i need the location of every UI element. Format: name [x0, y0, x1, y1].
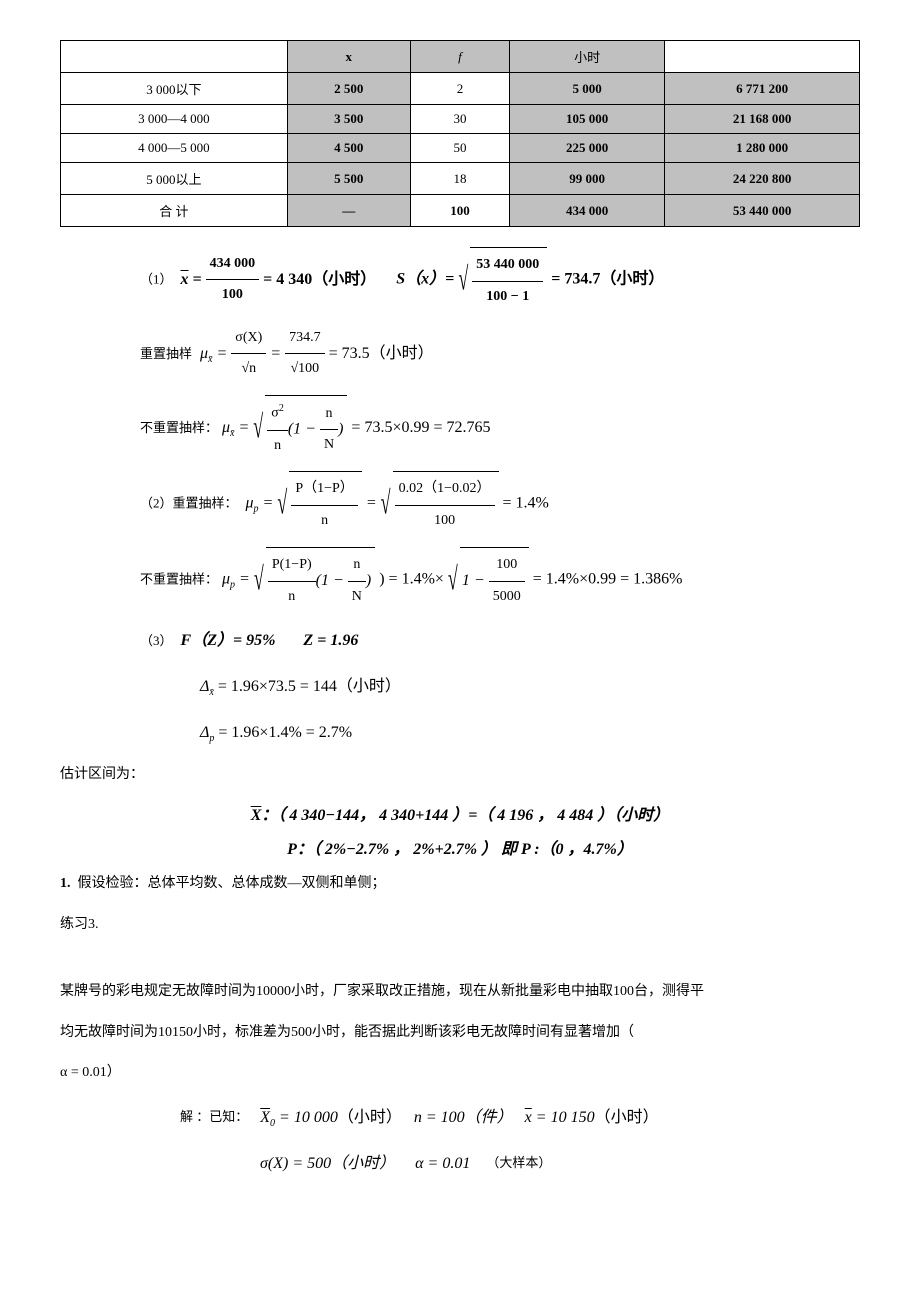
- solution-line-1: 解 ：已知： X0 = 10 000（小时） n = 100（件） x = 10…: [60, 1099, 860, 1135]
- formula-8: Δp = 1.96×1.4% = 2.7%: [60, 714, 860, 750]
- table-row: 4 000—5 000 4 500 50 225 000 1 280 000: [61, 134, 860, 163]
- formula-3: 不重置抽样： μx̄ = σ2n(1 − nN) = 73.5×0.99 = 7…: [60, 395, 860, 461]
- solution-line-2: σ(X) = 500（小时） α = 0.01 （大样本）: [60, 1145, 860, 1181]
- estimate-label: 估计区间为：: [60, 760, 860, 791]
- th-c2: x: [287, 41, 410, 73]
- formula-2: 重置抽样 μx̄ = σ(X)√n = 734.7√100 = 73.5（小时）: [60, 323, 860, 386]
- formula-4: （2）重置抽样： μp = P（1−P）n = 0.02（1−0.02）100 …: [60, 471, 860, 537]
- problem-alpha: α = 0.01）: [60, 1058, 860, 1089]
- formula-7: Δx̄ = 1.96×73.5 = 144（小时）: [60, 669, 860, 705]
- section-1: 1. 假设检验：总体平均数、总体成数—双侧和单侧；: [60, 869, 860, 900]
- th-c3: f: [410, 41, 509, 73]
- formula-6: （3） F（Z）= 95% Z = 1.96: [60, 623, 860, 659]
- problem-text-1: 某牌号的彩电规定无故障时间为10000小时，厂家采取改正措施，现在从新批量彩电中…: [60, 977, 860, 1008]
- th-c4: 小时: [510, 41, 665, 73]
- problem-text-2: 均无故障时间为10150小时，标准差为500小时，能否据此判断该彩电无故障时间有…: [60, 1018, 860, 1049]
- interval-p: P：（ 2%−2.7% ， 2%+2.7% ） 即 P :（0 ，4.7%）: [60, 835, 860, 859]
- exercise-label: 练习3.: [60, 910, 860, 941]
- formula-1: （1） x = 434 000100 = 4 340（小时） S（x）= 53 …: [60, 247, 860, 313]
- table-row: 3 000—4 000 3 500 30 105 000 21 168 000: [61, 105, 860, 134]
- formula-5: 不重置抽样： μp = P(1−P)n(1 − nN) ) = 1.4%× 1 …: [60, 547, 860, 613]
- interval-x: X：X̄：（ 4 340−144， 4 340+144 ）=（ 4 196 ， …: [60, 801, 860, 825]
- th-c5: [665, 41, 860, 73]
- table-row: 5 000以上 5 500 18 99 000 24 220 800: [61, 163, 860, 195]
- table-row-total: 合 计 — 100 434 000 53 440 000: [61, 195, 860, 227]
- th-c1: [61, 41, 288, 73]
- data-table: x f 小时 3 000以下 2 500 2 5 000 6 771 200 3…: [60, 40, 860, 227]
- table-row: 3 000以下 2 500 2 5 000 6 771 200: [61, 73, 860, 105]
